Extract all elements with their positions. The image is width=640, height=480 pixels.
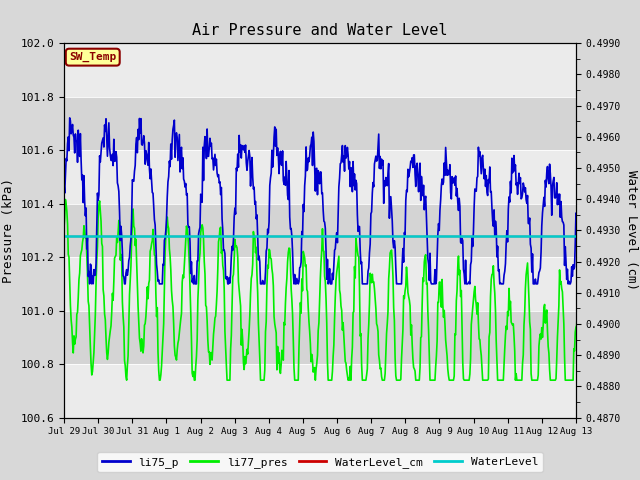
Y-axis label: Pressure (kPa): Pressure (kPa)	[2, 178, 15, 283]
Text: SW_Temp: SW_Temp	[69, 52, 116, 62]
Bar	[64, 364, 576, 418]
Bar	[64, 257, 576, 311]
Title: Air Pressure and Water Level: Air Pressure and Water Level	[192, 23, 448, 38]
Bar	[64, 43, 576, 96]
Bar	[64, 204, 576, 257]
Y-axis label: Water Level (cm): Water Level (cm)	[625, 170, 637, 290]
Bar	[64, 150, 576, 204]
Bar	[64, 96, 576, 150]
Legend: li75_p, li77_pres, WaterLevel_cm, WaterLevel: li75_p, li77_pres, WaterLevel_cm, WaterL…	[97, 452, 543, 472]
Bar	[64, 311, 576, 364]
